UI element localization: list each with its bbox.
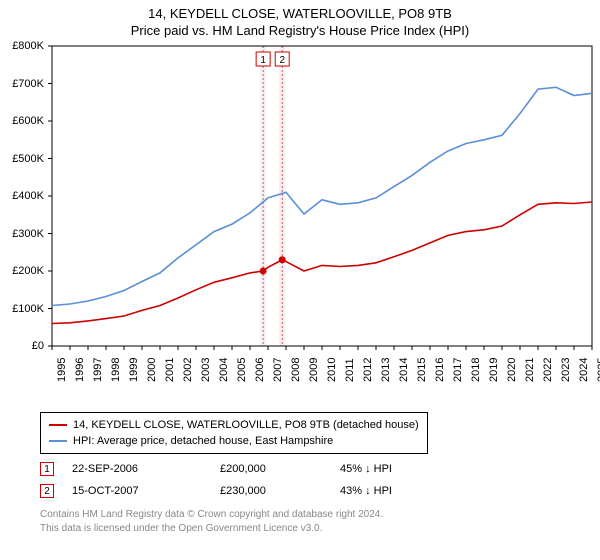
x-tick-label: 1997 [92, 358, 104, 382]
x-tick-label: 2018 [470, 358, 482, 382]
x-tick-label: 2021 [524, 358, 536, 382]
x-tick-label: 2004 [218, 358, 230, 382]
x-tick-label: 1998 [110, 358, 122, 382]
svg-text:2: 2 [279, 55, 285, 66]
x-tick-label: 2020 [506, 358, 518, 382]
legend-swatch [49, 440, 67, 442]
footer-line: This data is licensed under the Open Gov… [40, 522, 383, 536]
y-tick-label: £800K [0, 40, 44, 52]
x-tick-label: 1995 [56, 358, 68, 382]
x-tick-label: 2012 [362, 358, 374, 382]
x-tick-label: 2024 [578, 358, 590, 382]
legend-row: HPI: Average price, detached house, East… [49, 433, 419, 449]
x-tick-label: 2025 [596, 358, 600, 382]
y-tick-label: £400K [0, 190, 44, 202]
chart-svg: 12 [0, 44, 600, 350]
x-tick-label: 2015 [416, 358, 428, 382]
footer-line: Contains HM Land Registry data © Crown c… [40, 508, 383, 522]
legend-label: 14, KEYDELL CLOSE, WATERLOOVILLE, PO8 9T… [73, 419, 419, 431]
x-tick-label: 2007 [272, 358, 284, 382]
sale-marker-badge: 2 [40, 484, 54, 498]
x-tick-label: 2002 [182, 358, 194, 382]
legend: 14, KEYDELL CLOSE, WATERLOOVILLE, PO8 9T… [40, 412, 428, 454]
sale-marker-badge: 1 [40, 462, 54, 476]
x-tick-label: 2016 [434, 358, 446, 382]
x-tick-label: 2008 [290, 358, 302, 382]
y-tick-label: £100K [0, 303, 44, 315]
chart-title-address: 14, KEYDELL CLOSE, WATERLOOVILLE, PO8 9T… [0, 6, 600, 21]
x-tick-label: 2009 [308, 358, 320, 382]
y-tick-label: £200K [0, 265, 44, 277]
x-tick-label: 2013 [380, 358, 392, 382]
x-tick-label: 2006 [254, 358, 266, 382]
y-tick-label: £0 [0, 340, 44, 352]
svg-text:1: 1 [260, 55, 266, 66]
sale-record: 2 15-OCT-2007 £230,000 43% ↓ HPI [40, 480, 460, 502]
x-tick-label: 2003 [200, 358, 212, 382]
y-tick-label: £700K [0, 78, 44, 90]
sale-record: 1 22-SEP-2006 £200,000 45% ↓ HPI [40, 458, 460, 480]
sale-date: 15-OCT-2007 [72, 485, 220, 497]
title-block: 14, KEYDELL CLOSE, WATERLOOVILLE, PO8 9T… [0, 0, 600, 38]
sale-price: £200,000 [220, 463, 340, 475]
sale-records: 1 22-SEP-2006 £200,000 45% ↓ HPI 2 15-OC… [40, 458, 460, 502]
x-tick-label: 2022 [542, 358, 554, 382]
x-tick-label: 1999 [128, 358, 140, 382]
sale-date: 22-SEP-2006 [72, 463, 220, 475]
y-tick-label: £600K [0, 115, 44, 127]
x-tick-label: 2010 [326, 358, 338, 382]
x-tick-label: 2017 [452, 358, 464, 382]
sale-pct-vs-hpi: 43% ↓ HPI [340, 485, 460, 497]
x-tick-label: 2019 [488, 358, 500, 382]
x-tick-label: 2011 [344, 358, 356, 382]
y-tick-label: £500K [0, 153, 44, 165]
x-tick-label: 2014 [398, 358, 410, 382]
legend-swatch [49, 424, 67, 426]
x-tick-label: 2023 [560, 358, 572, 382]
chart-area: 12 £0£100K£200K£300K£400K£500K£600K£700K… [0, 44, 600, 404]
legend-row: 14, KEYDELL CLOSE, WATERLOOVILLE, PO8 9T… [49, 417, 419, 433]
sale-pct-vs-hpi: 45% ↓ HPI [340, 463, 460, 475]
x-tick-label: 2000 [146, 358, 158, 382]
x-tick-label: 1996 [74, 358, 86, 382]
x-tick-label: 2001 [164, 358, 176, 382]
x-tick-label: 2005 [236, 358, 248, 382]
attribution-footer: Contains HM Land Registry data © Crown c… [40, 508, 383, 535]
y-tick-label: £300K [0, 228, 44, 240]
chart-container: 14, KEYDELL CLOSE, WATERLOOVILLE, PO8 9T… [0, 0, 600, 560]
legend-label: HPI: Average price, detached house, East… [73, 435, 333, 447]
sale-price: £230,000 [220, 485, 340, 497]
chart-subtitle: Price paid vs. HM Land Registry's House … [0, 23, 600, 38]
